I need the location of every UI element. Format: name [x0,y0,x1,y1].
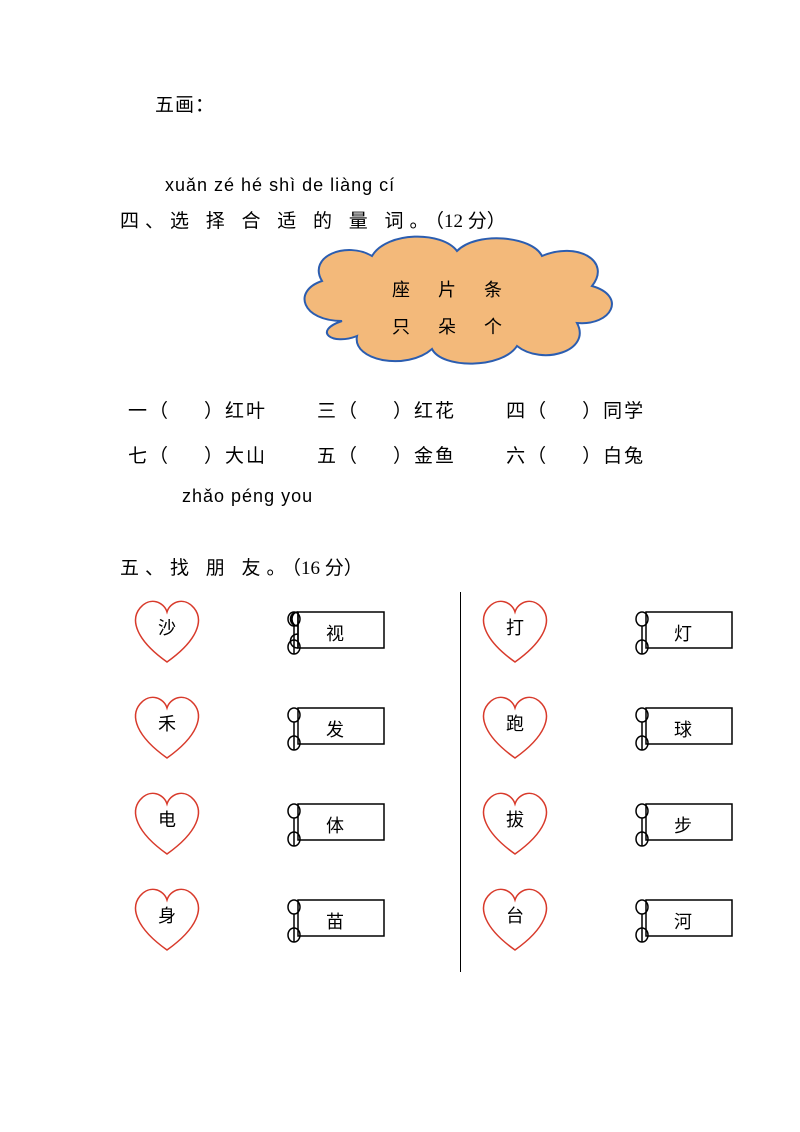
section5-title-text: 五、找 朋 友。 [120,558,292,579]
scroll-right-2-char: 球 [628,716,738,742]
scroll-right-4-char: 河 [628,908,738,934]
heart-right-2-char: 跑 [476,710,554,736]
scroll-left-1-char: 视 [280,620,390,646]
stroke-heading: 五画： [155,90,740,117]
blank-1a-post: ）红叶 [204,401,267,422]
blank-1c-post: ）同学 [582,401,645,422]
heart-left-2-char: 禾 [128,710,206,736]
section5-pinyin: zhǎo péng you [182,486,740,507]
matching-area: 沙 禾 电 身 视 [120,592,800,992]
heart-right-3[interactable]: 拔 [476,788,554,860]
scroll-right-2[interactable]: 球 [628,702,738,754]
heart-right-4-char: 台 [476,902,554,928]
scroll-left-1[interactable]: 视 [280,606,390,658]
section4-title-text: 四、选 择 合 适 的 量 词。 [120,211,435,232]
scroll-right-1[interactable]: 灯 [628,606,738,658]
heart-left-4[interactable]: 身 [128,884,206,956]
heart-left-1-char: 沙 [128,614,206,640]
blank-2c-pre: 六（ [506,446,548,467]
heart-right-3-char: 拔 [476,806,554,832]
blank-2b-post: ）金鱼 [393,446,456,467]
blank-1c-pre: 四（ [506,401,548,422]
scroll-right-4[interactable]: 河 [628,894,738,946]
blank-1b-post: ）红花 [393,401,456,422]
heart-left-4-char: 身 [128,902,206,928]
section5-title: 五、找 朋 友。（16 分） [120,553,740,580]
blank-2a-post: ）大山 [204,446,267,467]
heart-left-3-char: 电 [128,806,206,832]
section4-title: 四、选 择 合 适 的 量 词。（12 分） [120,206,740,233]
heart-right-1-char: 打 [476,614,554,640]
fill-row-2: 七（ ）大山 五（ ）金鱼 六（ ）白兔 [128,441,740,468]
cloud-line2: 只朵个 [392,313,530,339]
scroll-left-4[interactable]: 苗 [280,894,390,946]
section4-points: （12 分） [435,211,506,232]
scroll-right-1-char: 灯 [628,620,738,646]
blank-2b-pre: 五（ [317,446,359,467]
scroll-right-3-char: 步 [628,812,738,838]
heart-left-2[interactable]: 禾 [128,692,206,764]
heart-right-4[interactable]: 台 [476,884,554,956]
scroll-left-4-char: 苗 [280,908,390,934]
blank-2a-pre: 七（ [128,446,170,467]
blank-2c-post: ）白兔 [582,446,645,467]
scroll-left-3-char: 体 [280,812,390,838]
blank-1a-pre: 一（ [128,401,170,422]
scroll-left-2[interactable]: 发 [280,702,390,754]
cloud-line1: 座片条 [392,276,530,302]
heart-right-1[interactable]: 打 [476,596,554,668]
section5-points: （16 分） [292,558,363,579]
center-divider [460,592,461,972]
cloud-container: 座片条 只朵个 [60,241,740,386]
fill-row-1: 一（ ）红叶 三（ ）红花 四（ ）同学 [128,396,740,423]
blank-1b-pre: 三（ [317,401,359,422]
heart-left-1[interactable]: 沙 [128,596,206,668]
heart-right-2[interactable]: 跑 [476,692,554,764]
scroll-left-3[interactable]: 体 [280,798,390,850]
scroll-left-2-char: 发 [280,716,390,742]
section4-pinyin: xuǎn zé hé shì de liàng cí [165,175,740,196]
heart-left-3[interactable]: 电 [128,788,206,860]
scroll-right-3[interactable]: 步 [628,798,738,850]
